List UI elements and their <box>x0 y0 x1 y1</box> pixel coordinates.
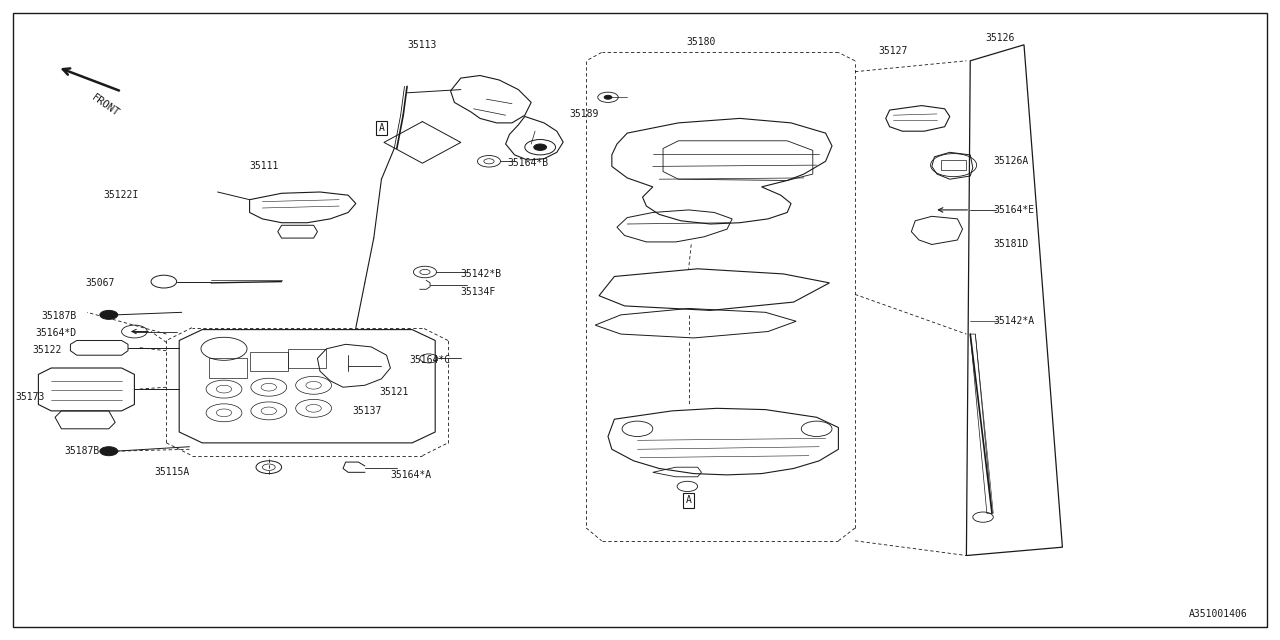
Text: 35122: 35122 <box>32 345 61 355</box>
Text: 35187B: 35187B <box>64 446 100 456</box>
Polygon shape <box>970 334 992 513</box>
Text: 35142*B: 35142*B <box>461 269 502 279</box>
Text: 35122I: 35122I <box>102 190 138 200</box>
Text: 35189: 35189 <box>570 109 599 119</box>
Text: 35111: 35111 <box>250 161 279 172</box>
Text: 35164*D: 35164*D <box>36 328 77 338</box>
Text: 35113: 35113 <box>408 40 436 50</box>
Text: A: A <box>379 123 384 133</box>
Text: 35187B: 35187B <box>41 310 77 321</box>
Text: 35127: 35127 <box>878 46 908 56</box>
Text: 35181D: 35181D <box>993 239 1029 250</box>
Text: 35134F: 35134F <box>461 287 497 298</box>
Circle shape <box>100 310 118 319</box>
Text: A: A <box>686 495 691 506</box>
Circle shape <box>534 144 547 150</box>
Circle shape <box>604 95 612 99</box>
Polygon shape <box>941 160 966 170</box>
Text: 35164*E: 35164*E <box>993 205 1034 215</box>
Text: 35126: 35126 <box>986 33 1015 44</box>
Text: 35180: 35180 <box>687 36 716 47</box>
Text: 35173: 35173 <box>15 392 45 402</box>
Text: 35126A: 35126A <box>993 156 1029 166</box>
Text: 35164*A: 35164*A <box>390 470 431 480</box>
Text: 35137: 35137 <box>352 406 381 416</box>
Text: 35115A: 35115A <box>154 467 189 477</box>
Text: A351001406: A351001406 <box>1189 609 1248 620</box>
Text: FRONT: FRONT <box>90 93 120 119</box>
Text: 35067: 35067 <box>86 278 115 288</box>
Circle shape <box>100 447 118 456</box>
Text: 35164*B: 35164*B <box>507 158 548 168</box>
Text: 35142*A: 35142*A <box>993 316 1034 326</box>
Text: 35164*C: 35164*C <box>410 355 451 365</box>
Text: 35121: 35121 <box>379 387 408 397</box>
